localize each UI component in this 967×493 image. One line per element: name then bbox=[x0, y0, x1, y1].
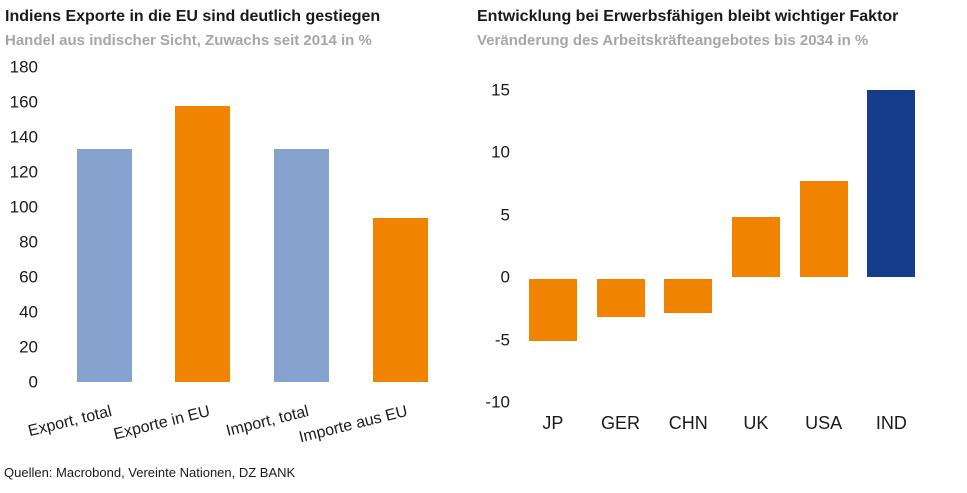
bar bbox=[175, 105, 231, 382]
sources-note: Quellen: Macrobond, Vereinte Nationen, D… bbox=[4, 465, 296, 480]
left-chart-subtitle: Handel aus indischer Sicht, Zuwachs seit… bbox=[5, 32, 372, 49]
x-axis-category-label: IND bbox=[875, 413, 907, 433]
x-axis-category-label: UK bbox=[743, 413, 769, 433]
bar bbox=[867, 89, 916, 277]
y-axis-tick-label: -5 bbox=[494, 330, 510, 349]
left-chart-title: Indiens Exporte in die EU sind deutlich … bbox=[5, 8, 381, 25]
y-axis-tick-label: 160 bbox=[9, 92, 38, 112]
y-axis-tick-label: 60 bbox=[19, 267, 38, 287]
bar bbox=[731, 217, 780, 277]
y-axis-tick-label: 180 bbox=[9, 57, 38, 77]
y-axis-tick-label: 15 bbox=[491, 80, 510, 99]
bar bbox=[664, 279, 713, 314]
y-axis-tick-label: 0 bbox=[28, 372, 38, 392]
x-axis-category-label: GER bbox=[601, 413, 641, 433]
bar bbox=[76, 149, 132, 382]
y-axis-tick-label: 10 bbox=[491, 142, 510, 162]
right-chart-title: Entwicklung bei Erwerbsfähigen bleibt wi… bbox=[477, 8, 899, 25]
bar bbox=[274, 149, 329, 382]
x-axis-category-label: Exporte in EU bbox=[112, 403, 213, 444]
y-axis-tick-label: 5 bbox=[500, 205, 510, 224]
bar bbox=[372, 217, 428, 382]
x-axis-category-label: Export, total bbox=[26, 403, 114, 441]
y-axis-tick-label: 120 bbox=[9, 162, 38, 182]
bar bbox=[799, 180, 848, 277]
y-axis-tick-label: -10 bbox=[485, 392, 510, 412]
y-axis-tick-label: 100 bbox=[9, 197, 38, 217]
y-axis-tick-label: 140 bbox=[9, 127, 38, 147]
x-axis-category-label: CHN bbox=[668, 413, 708, 433]
x-axis-category-label: USA bbox=[805, 413, 843, 433]
x-axis-category-label: Import, total bbox=[224, 403, 311, 440]
y-axis-tick-label: 0 bbox=[500, 267, 510, 287]
bar bbox=[596, 279, 645, 317]
x-axis-category-label: Importe aus EU bbox=[297, 403, 410, 447]
right-chart-subtitle: Veränderung des Arbeitskräfteangebotes b… bbox=[477, 32, 869, 49]
y-axis-tick-label: 20 bbox=[19, 337, 38, 357]
y-axis-tick-label: 80 bbox=[19, 232, 38, 252]
x-axis-category-label: JP bbox=[542, 413, 564, 433]
bar bbox=[528, 279, 577, 341]
y-axis-tick-label: 40 bbox=[19, 302, 38, 322]
